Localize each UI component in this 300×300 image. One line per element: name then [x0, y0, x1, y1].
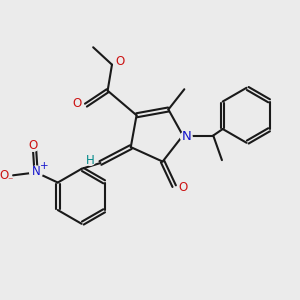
Text: O: O	[0, 169, 9, 182]
Circle shape	[181, 131, 192, 143]
Circle shape	[30, 166, 43, 179]
Text: O: O	[179, 181, 188, 194]
Circle shape	[85, 155, 95, 165]
Text: H: H	[86, 154, 94, 166]
Circle shape	[0, 168, 11, 183]
Circle shape	[114, 56, 126, 68]
Circle shape	[178, 182, 189, 194]
Text: O: O	[116, 55, 125, 68]
Circle shape	[27, 140, 39, 151]
Circle shape	[71, 98, 83, 109]
Text: O: O	[73, 97, 82, 110]
Text: N: N	[182, 130, 191, 143]
Text: O: O	[28, 139, 38, 152]
Text: N: N	[32, 165, 41, 178]
Text: +: +	[40, 161, 49, 171]
Text: ⁻: ⁻	[7, 176, 13, 186]
